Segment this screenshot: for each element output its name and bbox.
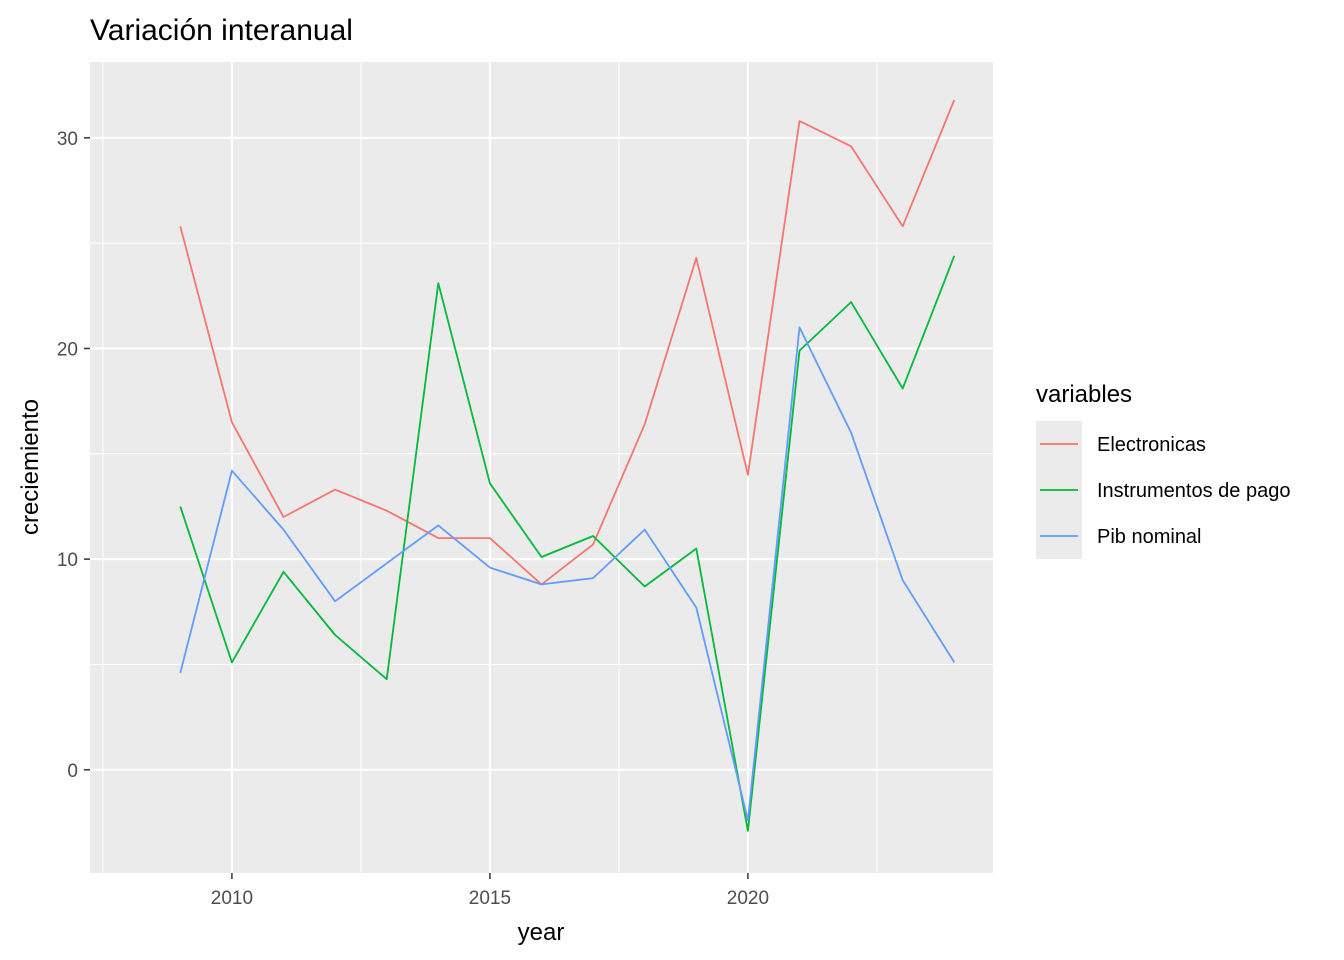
x-tick-label: 2015 bbox=[469, 888, 511, 909]
series-line bbox=[179, 99, 956, 586]
y-axis-title: creciemiento bbox=[17, 399, 44, 535]
legend-label: Pib nominal bbox=[1097, 526, 1202, 548]
chart-title: Variación interanual bbox=[90, 14, 353, 47]
plot-panel bbox=[90, 62, 993, 873]
minor-gridlines bbox=[90, 62, 993, 873]
series-line bbox=[179, 326, 956, 822]
legend-label: Electronicas bbox=[1097, 434, 1206, 456]
legend-title: variables bbox=[1036, 381, 1132, 408]
x-tick-label: 2020 bbox=[727, 888, 769, 909]
x-axis-ticks: 2010 2015 2020 bbox=[211, 873, 769, 909]
x-tick-label: 2010 bbox=[211, 888, 253, 909]
series-line bbox=[179, 255, 956, 832]
y-tick-label: 10 bbox=[57, 550, 78, 571]
y-tick-label: 0 bbox=[67, 761, 78, 782]
series-lines bbox=[179, 99, 956, 832]
y-axis-ticks: 0 10 20 30 bbox=[57, 129, 90, 782]
legend: variables Electronicas Instrumentos de pa… bbox=[1036, 381, 1290, 559]
y-tick-label: 20 bbox=[57, 339, 78, 360]
major-gridlines bbox=[90, 62, 993, 873]
x-axis-title: year bbox=[518, 919, 565, 946]
y-tick-label: 30 bbox=[57, 129, 78, 150]
legend-label: Instrumentos de pago bbox=[1097, 480, 1290, 502]
